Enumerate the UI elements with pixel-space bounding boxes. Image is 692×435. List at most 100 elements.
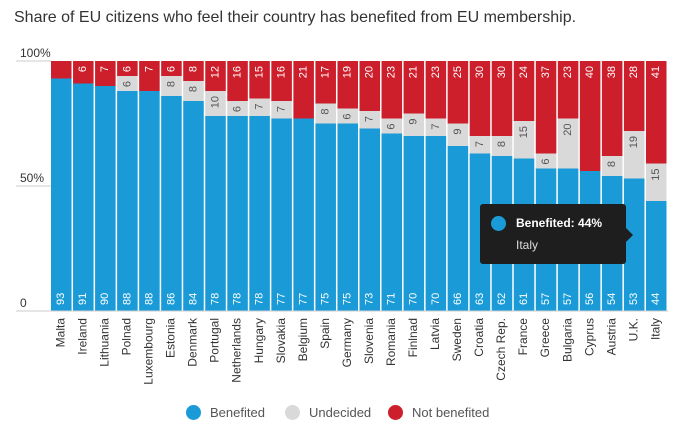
x-tick-label: U.K. — [626, 318, 640, 341]
x-tick-label: Hungary — [252, 318, 266, 363]
data-label-undecided: 7 — [276, 106, 288, 112]
data-label-not-benefited: 24 — [518, 66, 530, 78]
data-label-benefited: 62 — [496, 293, 508, 305]
bar-segment-not-benefited — [381, 61, 403, 119]
legend-item-benefited[interactable]: Benefited — [186, 402, 265, 422]
data-label-undecided: 19 — [628, 136, 640, 148]
bar-segment-benefited — [161, 96, 182, 311]
legend-label-undecided: Undecided — [309, 404, 372, 420]
data-label-undecided: 6 — [231, 106, 243, 112]
x-tick-label: Italy — [648, 318, 662, 340]
data-label-not-benefited: 20 — [364, 66, 376, 78]
bar-segment-not-benefited — [205, 61, 226, 91]
data-label-undecided: 8 — [187, 86, 199, 92]
bar-segment-undecided — [645, 163, 667, 201]
bar-segment-undecided — [513, 121, 535, 159]
data-label-benefited: 61 — [518, 293, 530, 305]
data-label-benefited: 78 — [209, 293, 221, 305]
x-tick-label: Ireland — [75, 318, 89, 355]
tooltip-category: Italy — [516, 238, 539, 252]
x-tick-label: Estonia — [164, 318, 178, 358]
bar-segment-benefited — [315, 123, 336, 311]
data-label-benefited: 70 — [430, 293, 442, 305]
bar-segment-benefited — [73, 83, 94, 311]
bar-segment-benefited — [139, 91, 160, 311]
data-label-not-benefited: 17 — [320, 66, 332, 78]
data-label-not-benefited: 28 — [628, 66, 640, 78]
bar-segment-benefited — [425, 136, 447, 311]
x-tick-label: Romania — [384, 318, 398, 366]
bar-segment-undecided — [161, 76, 182, 96]
bar-segment-undecided — [623, 131, 645, 179]
bar-segment-not-benefited — [513, 61, 535, 121]
tooltip-series-dot — [491, 216, 506, 231]
bar-segment-not-benefited — [249, 61, 270, 99]
x-tick-label: Polnad — [120, 318, 134, 355]
x-tick-label: Denmark — [186, 317, 200, 367]
bar-segment-not-benefited — [315, 61, 336, 104]
data-label-benefited: 70 — [408, 293, 420, 305]
data-label-benefited: 90 — [99, 293, 111, 305]
data-label-undecided: 7 — [364, 116, 376, 122]
data-label-not-benefited: 30 — [474, 66, 486, 78]
bar-segment-undecided — [183, 81, 204, 101]
data-label-undecided: 10 — [209, 96, 221, 108]
bar-segment-benefited — [227, 116, 248, 311]
bar-segment-undecided — [117, 76, 138, 91]
bar-segment-undecided — [601, 156, 623, 176]
bar-segment-not-benefited — [645, 61, 667, 164]
bar-segment-not-benefited — [183, 61, 204, 81]
bar-segment-undecided — [425, 118, 447, 136]
chart-tooltip: Benefited: 44% Italy — [480, 204, 633, 264]
data-label-undecided: 7 — [253, 104, 265, 110]
data-label-not-benefited: 6 — [121, 66, 133, 72]
bar-segment-undecided — [205, 91, 226, 116]
data-label-not-benefited: 41 — [650, 66, 662, 78]
stacked-bar-chart: 050%100%93Malta916Ireland907Lithuania886… — [16, 46, 668, 385]
x-tick-label: Finlnad — [406, 318, 420, 357]
data-label-not-benefited: 21 — [408, 66, 420, 78]
data-label-undecided: 20 — [562, 124, 574, 136]
y-tick-label: 0 — [20, 296, 27, 310]
tooltip-arrow — [626, 228, 633, 242]
bar-segment-benefited — [51, 78, 72, 311]
bar-segment-not-benefited — [51, 61, 72, 79]
data-label-undecided: 6 — [121, 81, 133, 87]
data-label-undecided: 7 — [430, 124, 442, 130]
data-label-undecided: 8 — [165, 81, 177, 87]
data-label-not-benefited: 6 — [77, 66, 89, 72]
bar-segment-not-benefited — [139, 61, 160, 91]
legend-item-undecided[interactable]: Undecided — [285, 402, 371, 422]
legend-item-not-benefited[interactable]: Not benefited — [388, 402, 489, 422]
data-label-not-benefited: 23 — [562, 66, 574, 78]
data-label-not-benefited: 23 — [430, 66, 442, 78]
data-label-not-benefited: 37 — [540, 66, 552, 78]
tooltip-series-name: Benefited: — [516, 216, 575, 230]
tooltip-series-line: Benefited: 44% — [516, 216, 602, 230]
data-label-undecided: 7 — [474, 141, 486, 147]
bar-segment-benefited — [205, 116, 226, 311]
bar-segment-not-benefited — [359, 61, 381, 111]
legend-dot-not-benefited — [388, 404, 403, 420]
x-tick-label: Croatia — [472, 318, 486, 357]
x-tick-label: Spain — [318, 318, 332, 349]
bar-segment-not-benefited — [293, 61, 314, 119]
data-label-undecided: 8 — [320, 109, 332, 115]
legend-dot-undecided — [285, 404, 300, 420]
bar-segment-undecided — [271, 101, 292, 119]
bar-segment-undecided — [381, 118, 403, 134]
data-label-undecided: 6 — [386, 124, 398, 130]
bar-segment-undecided — [557, 118, 579, 169]
data-label-benefited: 71 — [386, 293, 398, 305]
data-label-not-benefited: 16 — [276, 66, 288, 78]
bar-segment-benefited — [293, 118, 314, 311]
bar-segment-not-benefited — [557, 61, 579, 119]
x-tick-label: Austria — [604, 318, 618, 356]
bar-segment-not-benefited — [403, 61, 425, 114]
x-tick-label: Netherlands — [230, 318, 244, 383]
data-label-not-benefited: 19 — [342, 66, 354, 78]
data-label-benefited: 84 — [187, 293, 199, 305]
bar-segment-benefited — [117, 91, 138, 311]
data-label-benefited: 77 — [298, 293, 310, 305]
legend-label-benefited: Benefited — [210, 404, 265, 420]
